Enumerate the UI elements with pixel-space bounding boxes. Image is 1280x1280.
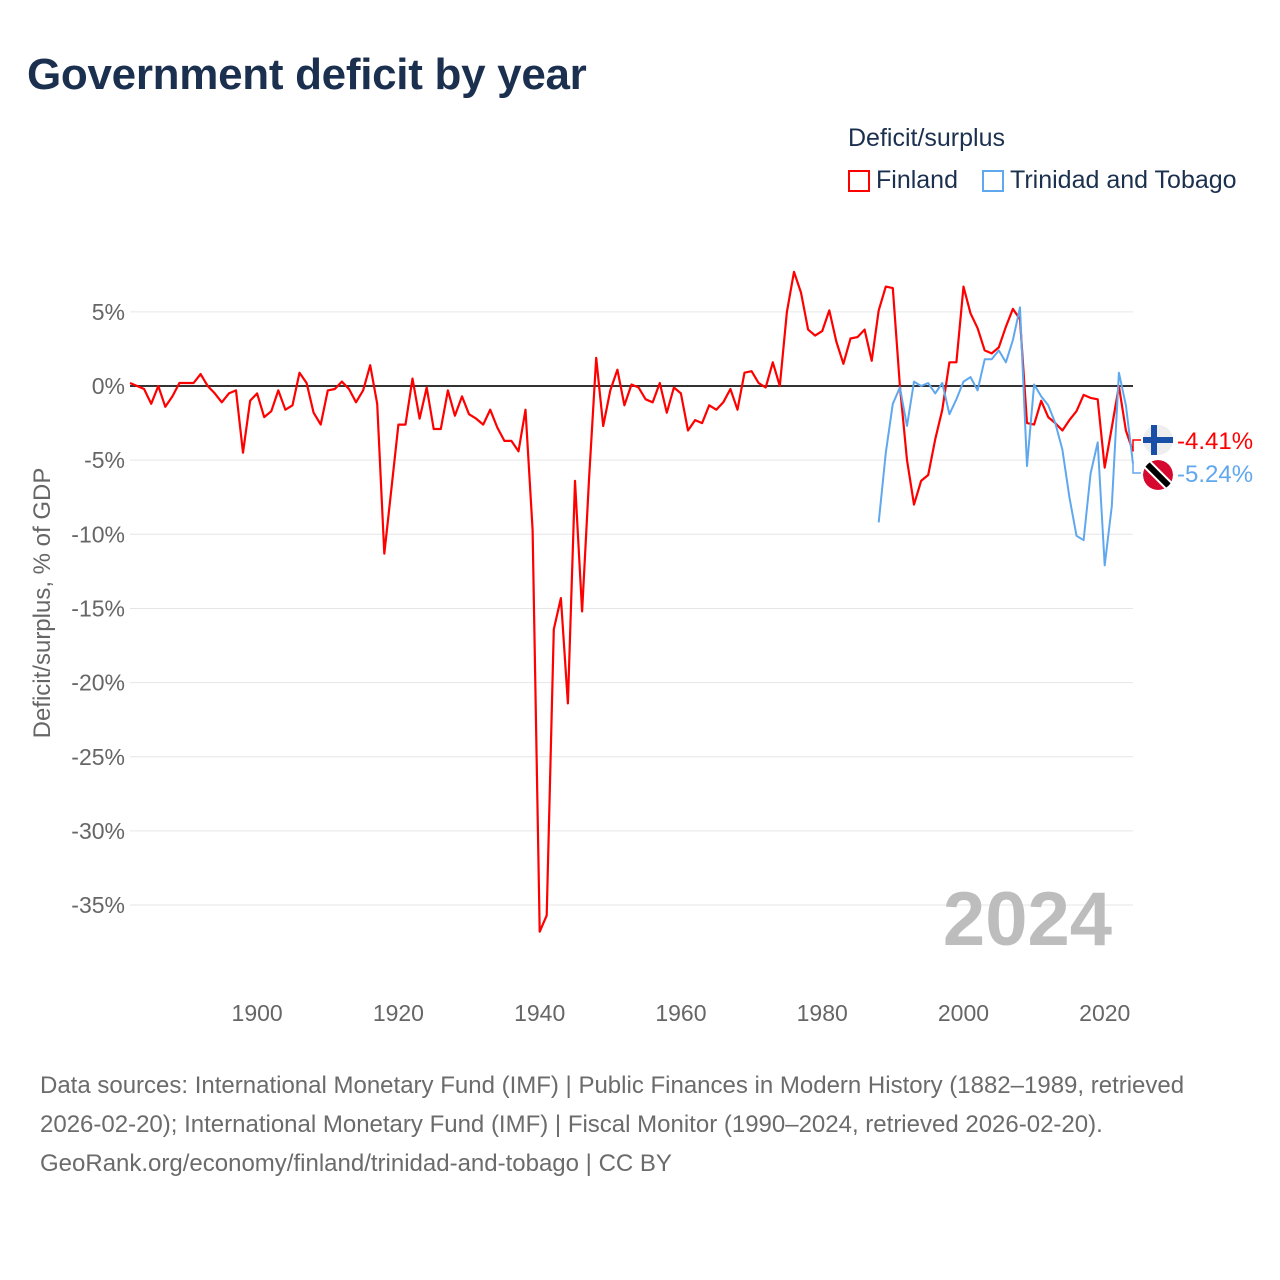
legend-swatch-finland	[848, 169, 870, 192]
legend-item-finland[interactable]: Finland	[848, 166, 958, 195]
year-watermark: 2024	[943, 877, 1112, 962]
y-tick-label: -15%	[71, 595, 125, 621]
credit-link[interactable]: GeoRank.org/economy/finland/trinidad-and…	[40, 1150, 672, 1177]
end-labels: -4.41% -5.24%	[1132, 425, 1253, 490]
legend-item-trinidad-and-tobago[interactable]: Trinidad and Tobago	[982, 166, 1237, 195]
y-tick-label: 5%	[92, 299, 125, 325]
x-tick-label: 1920	[373, 1000, 424, 1026]
flag-finland-cross-vertical	[1151, 425, 1157, 455]
series-line-finland	[129, 270, 1135, 933]
data-sources: Data sources: International Monetary Fun…	[40, 1072, 1185, 1138]
y-tick-label: -20%	[71, 670, 125, 696]
footer: Data sources: International Monetary Fun…	[40, 1066, 1240, 1183]
y-tick-label: -10%	[71, 521, 125, 547]
gridlines	[130, 311, 1133, 906]
y-axis-label: Deficit/surplus, % of GDP	[29, 468, 56, 739]
y-axis-ticks: 5% 0% -5% -10% -15% -20% -25% -30% -35%	[71, 299, 125, 918]
x-tick-label: 2000	[938, 1000, 989, 1026]
legend-label-finland: Finland	[876, 166, 958, 194]
end-label-connector	[1132, 439, 1141, 452]
flag-finland-icon	[1143, 425, 1173, 455]
x-tick-label: 2020	[1079, 1000, 1130, 1026]
x-tick-label: 1960	[655, 1000, 706, 1026]
end-label-value: -4.41%	[1177, 428, 1253, 455]
series-line-trinidad-and-tobago	[877, 306, 1134, 567]
legend-title: Deficit/surplus	[848, 124, 1005, 152]
flag-tt-black-band	[1143, 460, 1173, 490]
legend-label-trinidad-and-tobago: Trinidad and Tobago	[1010, 166, 1237, 194]
y-tick-label: -30%	[71, 818, 125, 844]
legend-swatch-trinidad-and-tobago	[982, 169, 1004, 192]
chart-title: Government deficit by year	[27, 50, 587, 99]
series-lines	[129, 270, 1135, 933]
flag-trinidad-and-tobago-body	[1143, 460, 1173, 490]
x-axis-ticks: 1900 1920 1940 1960 1980 2000 2020	[232, 1000, 1131, 1026]
y-tick-label: -35%	[71, 892, 125, 918]
x-tick-label: 1980	[797, 1000, 848, 1026]
x-tick-label: 1900	[232, 1000, 283, 1026]
flag-finland-cross-horizontal	[1143, 437, 1173, 443]
end-label-value: -5.24%	[1177, 461, 1253, 488]
x-tick-label: 1940	[514, 1000, 565, 1026]
line-chart: 5% 0% -5% -10% -15% -20% -25% -30% -35% 1900 1920…	[29, 270, 1253, 1026]
end-label-connector	[1132, 463, 1141, 474]
y-tick-label: 0%	[92, 373, 125, 399]
y-tick-label: -25%	[71, 744, 125, 770]
y-tick-label: -5%	[84, 447, 125, 473]
flag-trinidad-and-tobago-icon	[1143, 460, 1173, 490]
